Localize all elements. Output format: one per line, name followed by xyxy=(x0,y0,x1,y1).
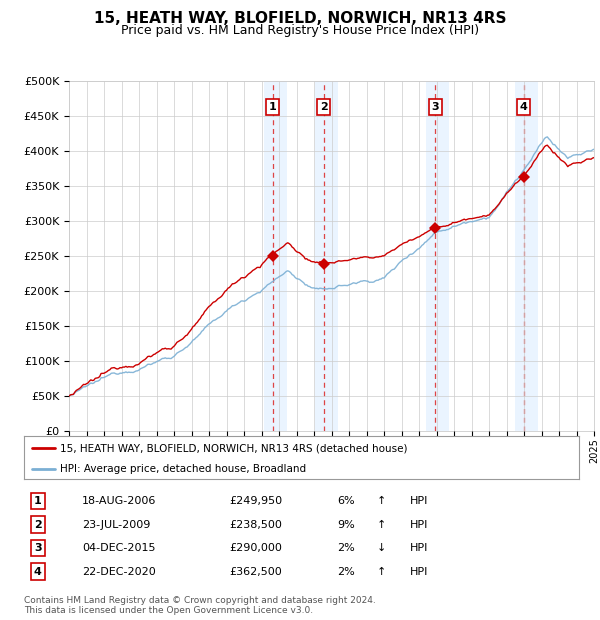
Text: 2%: 2% xyxy=(338,543,355,553)
Text: ↓: ↓ xyxy=(376,543,386,553)
Text: 18-AUG-2006: 18-AUG-2006 xyxy=(82,496,157,506)
Text: 3: 3 xyxy=(431,102,439,112)
Text: 4: 4 xyxy=(520,102,527,112)
Text: 3: 3 xyxy=(34,543,41,553)
Text: ↑: ↑ xyxy=(376,496,386,506)
Text: 15, HEATH WAY, BLOFIELD, NORWICH, NR13 4RS (detached house): 15, HEATH WAY, BLOFIELD, NORWICH, NR13 4… xyxy=(60,443,407,453)
Text: £249,950: £249,950 xyxy=(229,496,283,506)
Text: £238,500: £238,500 xyxy=(229,520,282,529)
Bar xyxy=(427,81,449,431)
Text: 2: 2 xyxy=(34,520,42,529)
Text: ↑: ↑ xyxy=(376,567,386,577)
Text: £290,000: £290,000 xyxy=(229,543,282,553)
Text: 1: 1 xyxy=(34,496,42,506)
Text: HPI: Average price, detached house, Broadland: HPI: Average price, detached house, Broa… xyxy=(60,464,306,474)
Text: 22-DEC-2020: 22-DEC-2020 xyxy=(82,567,156,577)
Bar xyxy=(264,81,287,431)
Text: 2%: 2% xyxy=(338,567,355,577)
Text: HPI: HPI xyxy=(410,543,428,553)
Text: ↑: ↑ xyxy=(376,520,386,529)
Text: 15, HEATH WAY, BLOFIELD, NORWICH, NR13 4RS: 15, HEATH WAY, BLOFIELD, NORWICH, NR13 4… xyxy=(94,11,506,26)
Text: 1: 1 xyxy=(269,102,277,112)
Text: 04-DEC-2015: 04-DEC-2015 xyxy=(82,543,156,553)
Text: Price paid vs. HM Land Registry's House Price Index (HPI): Price paid vs. HM Land Registry's House … xyxy=(121,24,479,37)
Text: 4: 4 xyxy=(34,567,42,577)
Text: £362,500: £362,500 xyxy=(229,567,282,577)
Bar xyxy=(515,81,538,431)
Text: 6%: 6% xyxy=(338,496,355,506)
Text: 23-JUL-2009: 23-JUL-2009 xyxy=(82,520,151,529)
Text: Contains HM Land Registry data © Crown copyright and database right 2024.
This d: Contains HM Land Registry data © Crown c… xyxy=(24,596,376,615)
Text: 2: 2 xyxy=(320,102,328,112)
Text: HPI: HPI xyxy=(410,496,428,506)
Text: HPI: HPI xyxy=(410,520,428,529)
Text: 9%: 9% xyxy=(338,520,355,529)
Bar xyxy=(315,81,338,431)
Text: HPI: HPI xyxy=(410,567,428,577)
